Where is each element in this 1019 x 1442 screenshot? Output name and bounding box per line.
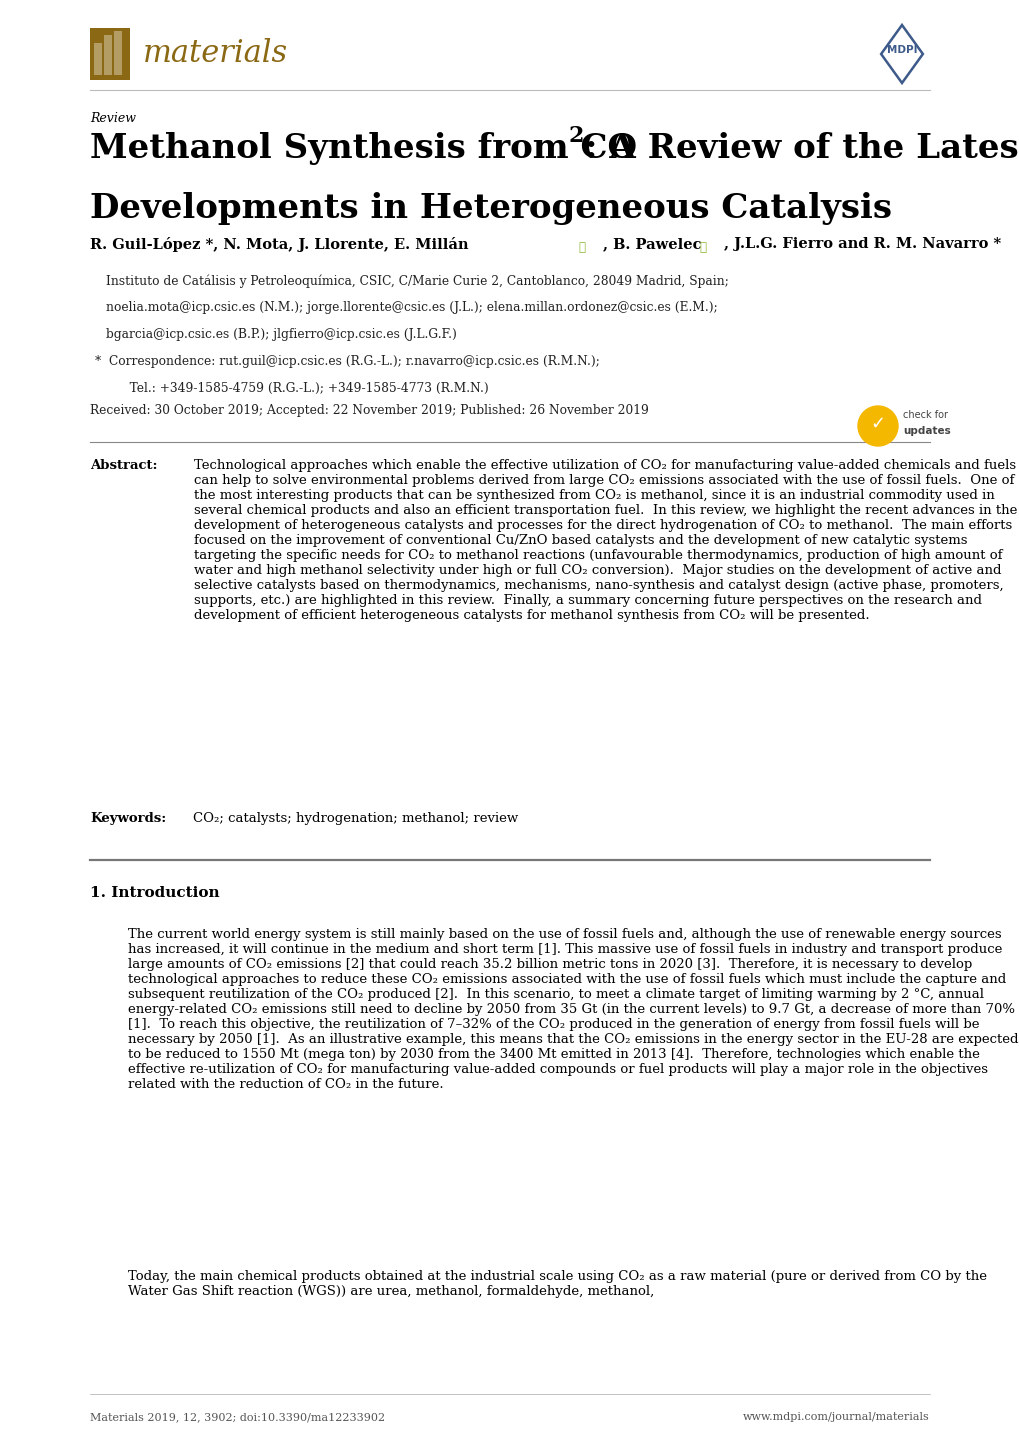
Text: Developments in Heterogeneous Catalysis: Developments in Heterogeneous Catalysis xyxy=(90,192,892,225)
FancyBboxPatch shape xyxy=(90,27,129,79)
Text: Received: 30 October 2019; Accepted: 22 November 2019; Published: 26 November 20: Received: 30 October 2019; Accepted: 22 … xyxy=(90,404,648,417)
Text: Abstract:: Abstract: xyxy=(90,459,157,472)
Text: updates: updates xyxy=(902,425,950,435)
Text: ✓: ✓ xyxy=(869,415,884,433)
FancyBboxPatch shape xyxy=(104,35,112,75)
Text: materials: materials xyxy=(143,39,287,69)
Text: 2: 2 xyxy=(568,125,583,147)
Text: *  Correspondence: rut.guil@icp.csic.es (R.G.-L.); r.navarro@icp.csic.es (R.M.N.: * Correspondence: rut.guil@icp.csic.es (… xyxy=(95,355,599,368)
Text: check for: check for xyxy=(902,410,947,420)
Text: www.mdpi.com/journal/materials: www.mdpi.com/journal/materials xyxy=(743,1412,929,1422)
Text: The current world energy system is still mainly based on the use of fossil fuels: The current world energy system is still… xyxy=(127,929,1018,1092)
Text: CO₂; catalysts; hydrogenation; methanol; review: CO₂; catalysts; hydrogenation; methanol;… xyxy=(193,812,518,825)
Text: Tel.: +349-1585-4759 (R.G.-L.); +349-1585-4773 (R.M.N.): Tel.: +349-1585-4759 (R.G.-L.); +349-158… xyxy=(118,382,488,395)
Text: , B. Pawelec: , B. Pawelec xyxy=(602,236,701,251)
Text: Keywords:: Keywords: xyxy=(90,812,166,825)
Text: Methanol Synthesis from CO: Methanol Synthesis from CO xyxy=(90,133,637,164)
FancyBboxPatch shape xyxy=(94,43,102,75)
Text: R. Guil-López *, N. Mota, J. Llorente, E. Millán: R. Guil-López *, N. Mota, J. Llorente, E… xyxy=(90,236,468,252)
Text: : A Review of the Latest: : A Review of the Latest xyxy=(584,133,1019,164)
Text: bgarcia@icp.csic.es (B.P.); jlgfierro@icp.csic.es (J.L.G.F.): bgarcia@icp.csic.es (B.P.); jlgfierro@ic… xyxy=(106,327,457,340)
Text: Technological approaches which enable the effective utilization of CO₂ for manuf: Technological approaches which enable th… xyxy=(194,459,1016,622)
Text: MDPI: MDPI xyxy=(886,45,916,55)
Text: Today, the main chemical products obtained at the industrial scale using CO₂ as : Today, the main chemical products obtain… xyxy=(127,1270,986,1298)
Text: noelia.mota@icp.csic.es (N.M.); jorge.llorente@csic.es (J.L.); elena.millan.ordo: noelia.mota@icp.csic.es (N.M.); jorge.ll… xyxy=(106,301,717,314)
Circle shape xyxy=(857,407,897,446)
FancyBboxPatch shape xyxy=(114,30,122,75)
Text: ⓘ: ⓘ xyxy=(698,241,705,254)
Text: Instituto de Catálisis y Petroleoquímica, CSIC, C/Marie Curie 2, Cantoblanco, 28: Instituto de Catálisis y Petroleoquímica… xyxy=(106,274,729,287)
Text: Review: Review xyxy=(90,112,136,125)
Text: Materials 2019, 12, 3902; doi:10.3390/ma12233902: Materials 2019, 12, 3902; doi:10.3390/ma… xyxy=(90,1412,385,1422)
Text: ⓘ: ⓘ xyxy=(578,241,585,254)
Text: , J.L.G. Fierro and R. M. Navarro *: , J.L.G. Fierro and R. M. Navarro * xyxy=(723,236,1000,251)
Text: 1. Introduction: 1. Introduction xyxy=(90,885,219,900)
